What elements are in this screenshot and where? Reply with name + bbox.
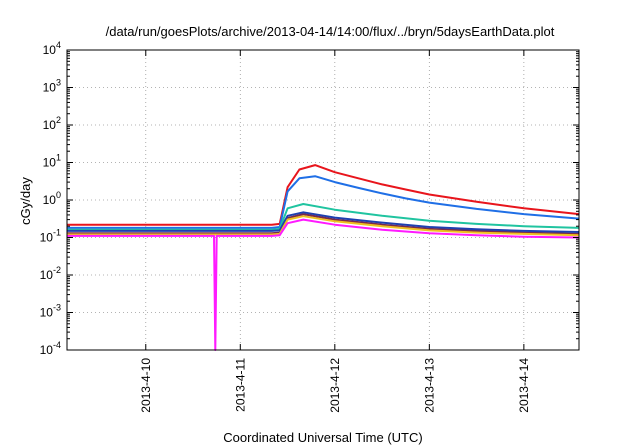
y-tick-label: 104: [43, 40, 61, 57]
series-line-1: [67, 164, 580, 226]
y-tick-label: 100: [43, 190, 61, 207]
y-tick-label: 10-4: [40, 340, 61, 357]
series-line-5: [67, 211, 580, 233]
y-axis-label: cGy/day: [18, 177, 33, 225]
x-axis: 2013-4-10 2013-4-11 2013-4-12 2013-4-13 2013…: [139, 50, 531, 413]
x-tick-label: 2013-4-14: [517, 358, 531, 413]
y-tick-label: 102: [43, 115, 61, 132]
series-line-7: [67, 218, 580, 351]
series-line-6: [67, 215, 580, 237]
series-line-2: [67, 175, 580, 229]
x-tick-label: 2013-4-10: [139, 358, 153, 413]
y-axis: 10-4 10-3 10-2 10-1 100 101 102 103 104: [40, 40, 579, 357]
series-layer: [67, 164, 580, 351]
series-line-3: [67, 203, 580, 231]
x-tick-label: 2013-4-12: [328, 358, 342, 413]
series-line-4: [67, 213, 580, 235]
y-tick-label: 10-2: [40, 265, 61, 282]
y-tick-label: 10-3: [40, 303, 61, 320]
chart-title: /data/run/goesPlots/archive/2013-04-14/1…: [106, 24, 555, 39]
y-tick-label: 10-1: [40, 228, 61, 245]
x-axis-label: Coordinated Universal Time (UTC): [223, 430, 422, 445]
y-tick-label: 103: [43, 78, 61, 95]
x-tick-label: 2013-4-11: [233, 358, 247, 412]
grid-lines: [67, 50, 579, 350]
x-tick-label: 2013-4-13: [422, 358, 436, 413]
y-tick-label: 101: [43, 153, 61, 170]
